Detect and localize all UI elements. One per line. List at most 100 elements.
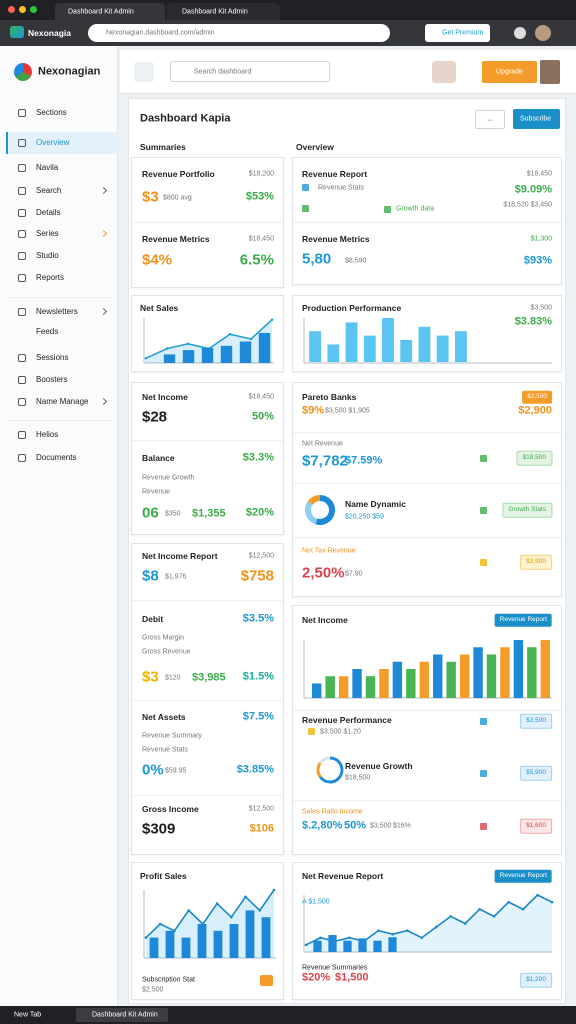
avatar xyxy=(540,60,560,84)
taskbar-item[interactable]: Dashboard Kit Admin xyxy=(92,1011,158,1019)
subscribe-button[interactable] xyxy=(513,109,560,129)
menu-button[interactable] xyxy=(134,62,154,82)
bar xyxy=(486,654,497,698)
point xyxy=(550,900,554,904)
card-text: Net Revenue Report xyxy=(302,870,384,881)
avatar xyxy=(535,25,551,41)
divider xyxy=(8,420,112,421)
card-text: $4% xyxy=(142,251,173,269)
point xyxy=(391,932,395,936)
nav-icon xyxy=(18,252,26,260)
tab[interactable] xyxy=(55,3,165,20)
point xyxy=(536,893,539,897)
card-text: $120 xyxy=(165,674,181,682)
nav-item[interactable]: Navila xyxy=(36,163,59,172)
point xyxy=(492,915,496,918)
donut-segment xyxy=(319,756,331,764)
bar xyxy=(309,331,322,362)
tab[interactable] xyxy=(167,3,280,20)
card-text: Name Dynamic xyxy=(345,498,406,509)
bar xyxy=(261,917,271,958)
card-text: Revenue Summary xyxy=(142,732,202,740)
bar xyxy=(325,676,335,698)
nav-item[interactable]: Sections xyxy=(36,108,67,117)
point xyxy=(405,929,409,932)
tab-title[interactable]: Dashboard Kit Admin xyxy=(68,8,134,16)
url: Nexonagian.dashboard.com/admin xyxy=(106,29,215,37)
card-text: $3.5% xyxy=(242,612,274,625)
badge[interactable]: Revenue Report xyxy=(494,869,552,883)
bar xyxy=(239,341,252,363)
bar xyxy=(392,661,403,698)
nav-item[interactable]: Sessions xyxy=(36,353,69,362)
badge: $5,900 xyxy=(520,765,552,781)
card-text: Revenue Stats xyxy=(318,184,364,192)
upgrade-button[interactable] xyxy=(482,61,537,83)
nav-item[interactable]: Details xyxy=(36,208,61,217)
point xyxy=(187,909,190,912)
address-bar[interactable] xyxy=(88,24,390,42)
taskbar-item xyxy=(76,1008,168,1022)
point xyxy=(144,356,148,360)
bar xyxy=(419,661,429,698)
bar xyxy=(313,940,322,952)
card-text: $28 xyxy=(142,408,168,426)
more-label[interactable]: ... xyxy=(487,115,493,123)
nav-item[interactable]: Documents xyxy=(36,453,77,462)
nav-icon xyxy=(18,230,26,238)
card-text: $7.90 xyxy=(345,570,363,578)
nav-item[interactable]: Overview xyxy=(36,138,70,147)
area xyxy=(146,890,274,958)
upgrade-label[interactable]: Upgrade xyxy=(496,68,523,76)
sidebar xyxy=(0,46,118,1006)
point xyxy=(377,929,380,932)
donut-segment xyxy=(305,501,318,525)
nav-item[interactable]: Name Manage xyxy=(36,397,89,406)
bar xyxy=(345,322,358,362)
logo-text: Nexonagian xyxy=(38,65,101,78)
icon xyxy=(302,184,309,191)
card xyxy=(131,543,284,855)
card-text: $2,500 xyxy=(142,986,164,994)
bar xyxy=(446,661,456,698)
nav-item[interactable]: Search xyxy=(36,186,62,195)
extension-label[interactable]: Get Premium xyxy=(442,29,484,37)
browser-brand: Nexonagia xyxy=(28,27,71,38)
icon xyxy=(480,718,487,725)
card xyxy=(292,382,562,597)
nav-item[interactable]: Helios xyxy=(36,430,59,439)
card-text: Revenue Portfolio xyxy=(142,168,215,179)
card-text: Net Tax Revenue xyxy=(302,547,356,555)
divider xyxy=(292,710,562,711)
nav-active xyxy=(6,132,118,154)
section-heading: Overview xyxy=(296,141,334,152)
subscribe-label[interactable]: Subscribe xyxy=(520,115,552,123)
nav-item[interactable]: Boosters xyxy=(36,375,68,384)
bar xyxy=(473,647,483,698)
tab-title[interactable]: Dashboard Kit Admin xyxy=(182,8,248,16)
search-placeholder[interactable]: Search dashboard xyxy=(194,68,252,76)
badge[interactable]: Revenue Report xyxy=(494,613,552,627)
nav-item[interactable]: Studio xyxy=(36,251,59,260)
card-text: Balance xyxy=(142,452,175,463)
nav-item[interactable]: Reports xyxy=(36,273,65,282)
divider xyxy=(8,297,112,298)
card-text: $18,520 $3,450 xyxy=(503,201,552,209)
badge: $3,500 xyxy=(520,713,552,729)
taskbar-item[interactable]: New Tab xyxy=(14,1011,42,1019)
nav-item[interactable]: Newsletters xyxy=(36,307,78,316)
nav-item[interactable]: Series xyxy=(36,229,59,238)
nav-item[interactable]: Feeds xyxy=(36,327,59,336)
card-text: Gross Margin xyxy=(142,634,185,642)
extension-button[interactable] xyxy=(425,24,490,42)
bar xyxy=(220,345,233,363)
point xyxy=(304,943,308,947)
point xyxy=(230,915,233,919)
point xyxy=(249,337,253,341)
point xyxy=(270,318,274,322)
search-box[interactable] xyxy=(170,61,330,82)
card-text: Revenue Performance xyxy=(302,714,392,725)
more-button[interactable] xyxy=(475,110,505,129)
divider xyxy=(292,222,562,223)
card-text: $20% xyxy=(302,971,331,984)
